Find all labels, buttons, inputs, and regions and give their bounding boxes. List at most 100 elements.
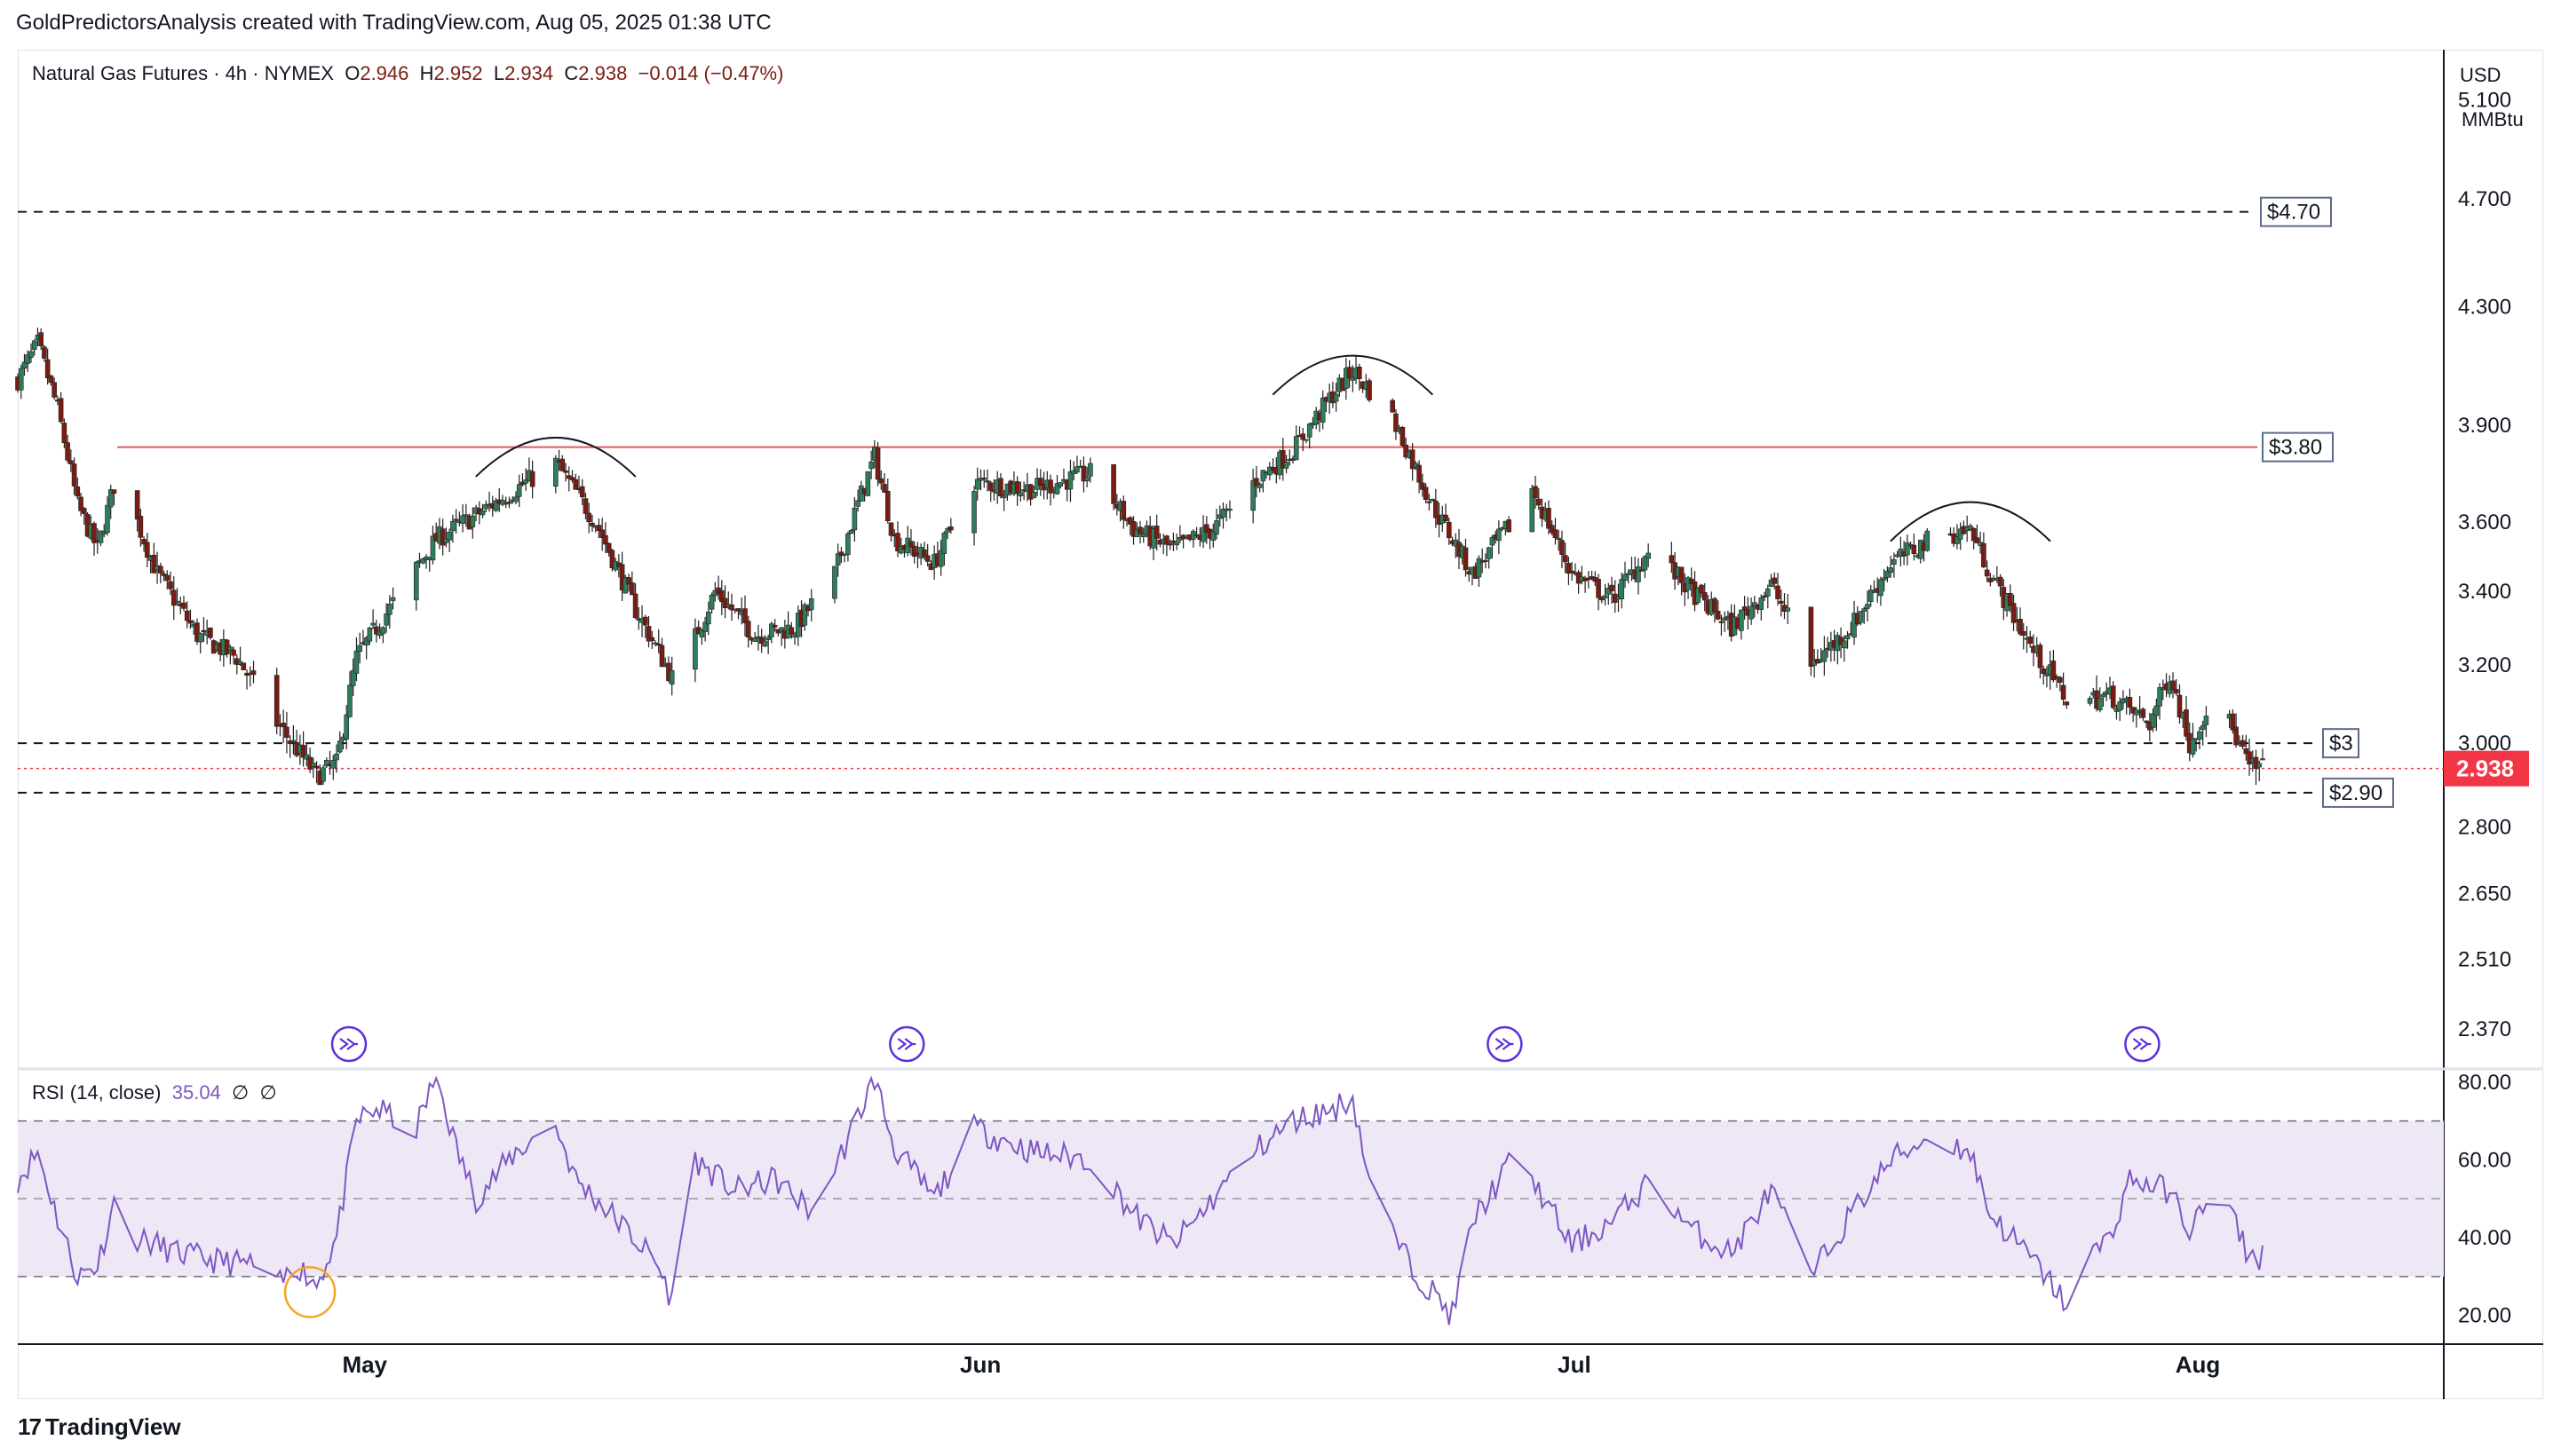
candle-body [1476, 558, 1482, 578]
candle-body [1127, 517, 1133, 525]
candle-body [1018, 492, 1024, 496]
candle-body [1752, 602, 1757, 607]
currency-label[interactable]: USD [2460, 64, 2502, 86]
candle-body [28, 351, 34, 358]
candle-body [1533, 486, 1538, 499]
candle-body [111, 489, 117, 494]
candle-body [642, 616, 648, 626]
candle-body [895, 533, 900, 552]
candle-body [460, 515, 465, 524]
candle-body [579, 486, 585, 498]
candle-body [852, 507, 858, 531]
tradingview-logo[interactable]: 17 TradingView [18, 1413, 181, 1441]
candle-body [513, 496, 519, 502]
candle-body [2110, 685, 2116, 708]
candle-body [745, 621, 751, 638]
candle-body [91, 523, 97, 543]
candle-body [835, 553, 841, 566]
candle-body [2050, 661, 2057, 681]
candle-body [1669, 555, 1675, 564]
candle-body [58, 398, 64, 423]
candle-body [1121, 501, 1127, 520]
candle-body [1088, 463, 1093, 477]
rsi-value: 35.04 [171, 1081, 221, 1104]
candle-body [1758, 597, 1764, 610]
candle-body [722, 597, 728, 608]
candle-body [1164, 535, 1169, 545]
candle-body [765, 637, 771, 640]
candle-body [832, 566, 837, 599]
rsi-tick-label: 40.00 [2458, 1226, 2511, 1250]
candle-body [52, 382, 57, 398]
candle-body [1772, 577, 1778, 584]
candle-body [1602, 595, 1608, 598]
candle-body [1842, 640, 1847, 649]
candle-body [1393, 413, 1399, 432]
price-level-box [2322, 777, 2394, 808]
price-level-label: $2.90 [2329, 781, 2383, 805]
candle-body [1081, 465, 1087, 482]
candle-body [971, 491, 977, 534]
separator-dot: · [252, 62, 265, 84]
candle-body [1549, 525, 1555, 534]
candle-body [170, 590, 177, 606]
candle-body [2256, 763, 2263, 768]
candle-body [2176, 694, 2183, 718]
candle-body [367, 627, 373, 642]
candle-body [357, 645, 362, 653]
candle-body [134, 490, 140, 520]
candle-body [1622, 574, 1628, 582]
candle-body [1420, 482, 1425, 490]
candle-body [101, 532, 107, 534]
candle-body [363, 637, 369, 645]
event-marker-icon[interactable] [1487, 1025, 1523, 1063]
candle-body [250, 670, 257, 676]
candle-body [2230, 713, 2236, 731]
candle-body [1038, 478, 1043, 486]
candle-body [762, 640, 768, 647]
price-axis[interactable]: 5.1004.7004.3003.9003.6003.4003.2003.000… [2458, 89, 2511, 1042]
candle-body [1483, 559, 1488, 562]
candle-body [98, 530, 104, 543]
candle-body [443, 538, 449, 543]
candle-body [573, 479, 579, 490]
candle-body [151, 554, 157, 574]
high-label: H [419, 62, 434, 84]
candle-body [1638, 569, 1645, 572]
event-marker-icon[interactable] [330, 1025, 368, 1063]
candle-body [453, 518, 459, 521]
symbol-legend[interactable]: Natural Gas Futures · 4h · NYMEX O2.946 … [32, 62, 783, 85]
candle-body [987, 482, 994, 491]
candle-body [313, 765, 320, 769]
candle-body [2027, 637, 2034, 645]
candle-body [2253, 756, 2259, 769]
time-axis[interactable]: May Jun Jul Aug [342, 1351, 2220, 1378]
candle-body [1048, 479, 1053, 494]
open-value: 2.946 [360, 62, 409, 84]
candle-body [1463, 547, 1469, 571]
event-marker-icon[interactable] [889, 1025, 925, 1063]
candle-body [632, 593, 638, 619]
candle-body [1884, 570, 1891, 578]
pattern-arc [1890, 501, 2051, 542]
candle-body [924, 555, 931, 562]
separator-dot: · [213, 62, 226, 84]
candle-body [2018, 619, 2023, 635]
rsi-legend[interactable]: RSI (14, close) 35.04 ∅ ∅ [32, 1081, 277, 1104]
candle-body [1954, 536, 1960, 544]
pattern-arcs [475, 354, 2051, 542]
candle-body [1688, 578, 1694, 584]
candle-body [948, 526, 954, 531]
candle-body [569, 477, 575, 480]
candle-body [311, 763, 316, 767]
candle-body [1970, 527, 1977, 542]
candle-body [2087, 698, 2093, 704]
candle-body [1712, 597, 1717, 613]
candle-body [2247, 751, 2252, 765]
event-marker-icon[interactable] [2124, 1025, 2161, 1063]
unit-label[interactable]: MMBtu [2462, 108, 2524, 131]
candle-body [1821, 650, 1828, 662]
candle-body [1154, 526, 1160, 539]
candle-body [380, 627, 386, 635]
